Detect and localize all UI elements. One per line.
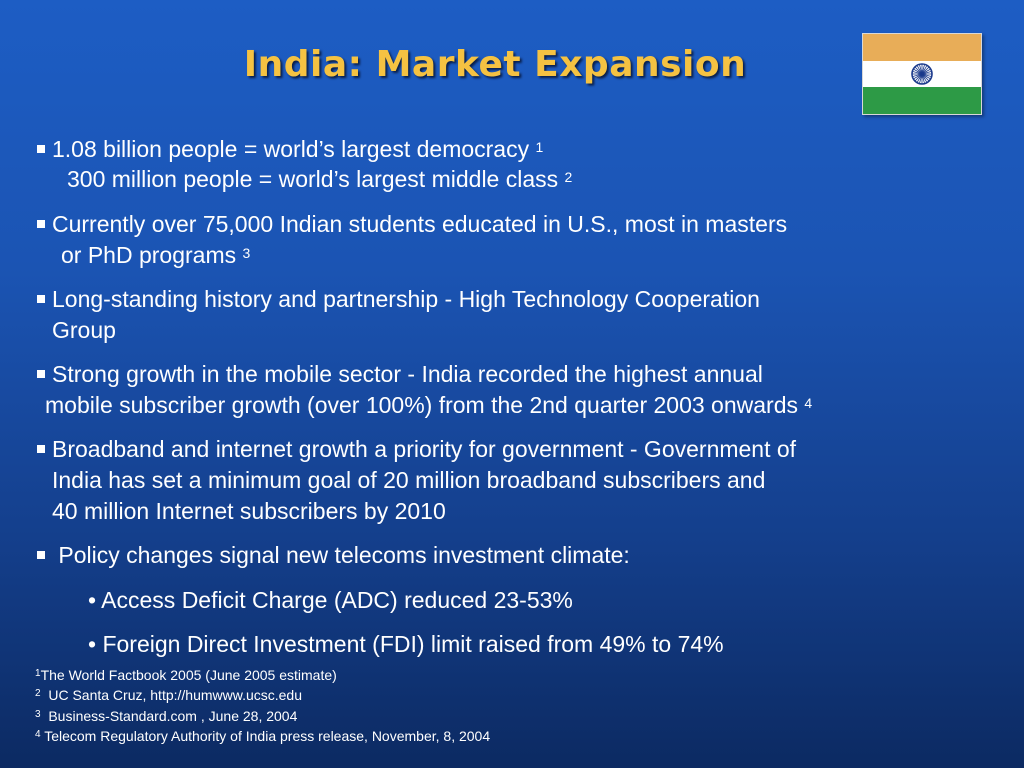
bullet-3-line-2: Group xyxy=(52,317,116,343)
flag-green-band xyxy=(863,87,981,114)
flag-saffron-band xyxy=(863,34,981,61)
square-bullet-icon xyxy=(37,444,45,453)
footnote-2: 2 UC Santa Cruz, http://humwww.ucsc.edu xyxy=(35,687,303,703)
bullet-6-line-1: Policy changes signal new telecoms inves… xyxy=(37,540,630,570)
footnote-4: 4 Telecom Regulatory Authority of India … xyxy=(35,728,491,744)
bullet-3-line-1: Long-standing history and partnership - … xyxy=(37,284,760,314)
bullet-5-line-3: 40 million Internet subscribers by 2010 xyxy=(52,498,446,524)
square-bullet-icon xyxy=(37,294,45,303)
bullet-4-line-1: Strong growth in the mobile sector - Ind… xyxy=(37,359,763,389)
bullet-4-line-2: mobile subscriber growth (over 100%) fro… xyxy=(45,392,813,418)
square-bullet-icon xyxy=(37,369,45,378)
bullet-1-line-1: 1.08 billion people = world’s largest de… xyxy=(37,134,543,164)
square-bullet-icon xyxy=(37,144,45,153)
square-bullet-icon xyxy=(37,219,45,228)
sub-bullet-2: • Foreign Direct Investment (FDI) limit … xyxy=(88,631,724,657)
footnote-1: 1The World Factbook 2005 (June 2005 esti… xyxy=(35,667,337,683)
bullet-2-line-2: or PhD programs 3 xyxy=(61,242,251,268)
footnote-3: 3 Business-Standard.com , June 28, 2004 xyxy=(35,708,298,724)
bullet-1-line-2: 300 million people = world’s largest mid… xyxy=(67,166,573,192)
ashoka-chakra-icon xyxy=(911,63,933,85)
bullet-5-line-1: Broadband and internet growth a priority… xyxy=(37,434,796,464)
bullet-2-line-1: Currently over 75,000 Indian students ed… xyxy=(37,209,787,239)
india-flag-icon xyxy=(862,33,982,115)
bullet-5-line-2: India has set a minimum goal of 20 milli… xyxy=(52,467,766,493)
sub-bullet-1: • Access Deficit Charge (ADC) reduced 23… xyxy=(88,587,573,613)
square-bullet-icon xyxy=(37,550,45,559)
page-title: India: Market Expansion xyxy=(243,44,747,85)
